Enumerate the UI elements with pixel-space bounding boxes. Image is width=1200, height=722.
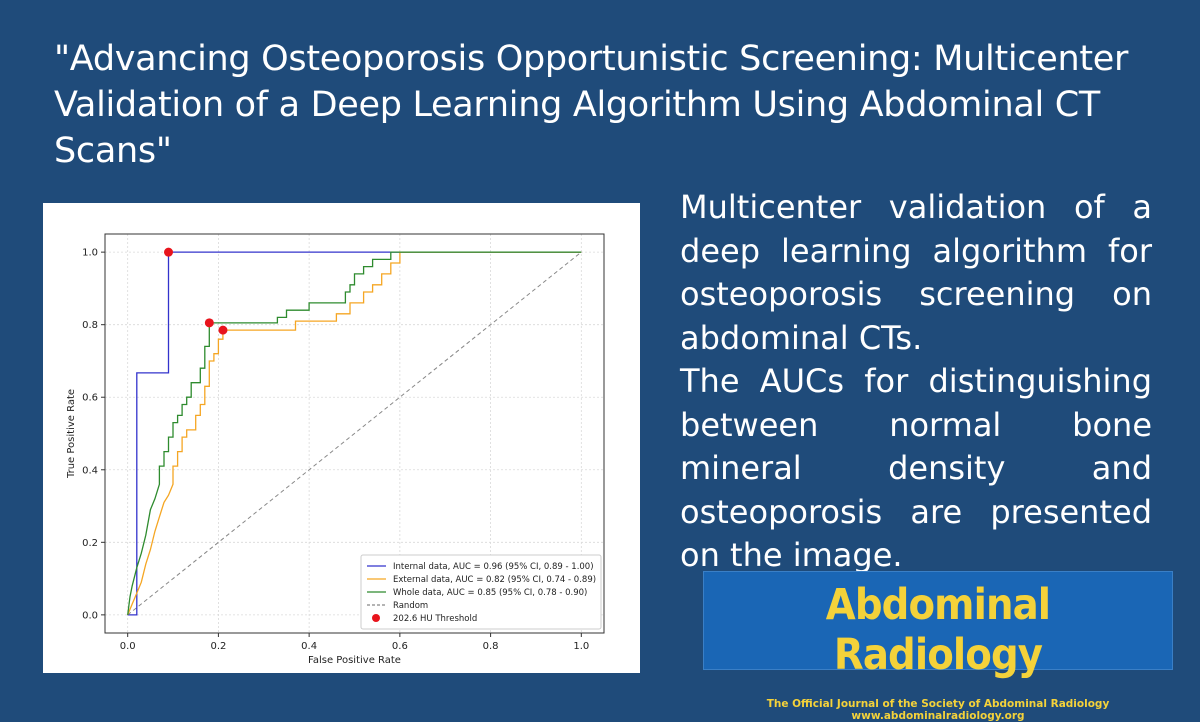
plot-frame bbox=[104, 233, 605, 634]
description-paragraph-2: The AUCs for distinguishing between norm… bbox=[680, 362, 1152, 574]
page-title: "Advancing Osteoporosis Opportunistic Sc… bbox=[54, 39, 1129, 171]
y-tick-label: 0.4 bbox=[82, 465, 98, 476]
legend-marker bbox=[372, 614, 380, 622]
legend-label: Internal data, AUC = 0.96 (95% CI, 0.89 … bbox=[393, 562, 594, 572]
x-tick-label: 0.2 bbox=[210, 641, 226, 652]
journal-name: Abdominal Radiology bbox=[825, 580, 1051, 680]
y-tick-label: 0.6 bbox=[82, 393, 98, 404]
x-tick-label: 1.0 bbox=[573, 641, 589, 652]
journal-logo-banner: Abdominal Radiology The Official Journal… bbox=[703, 571, 1173, 722]
x-axis-label: False Positive Rate bbox=[308, 655, 401, 666]
legend-label: External data, AUC = 0.82 (95% CI, 0.74 … bbox=[393, 575, 596, 585]
chart-legend: Internal data, AUC = 0.96 (95% CI, 0.89 … bbox=[360, 554, 602, 630]
y-tick-label: 0.8 bbox=[82, 320, 98, 331]
threshold-point bbox=[164, 247, 174, 257]
x-tick-label: 0.0 bbox=[120, 641, 136, 652]
threshold-point bbox=[204, 318, 214, 328]
x-tick-label: 0.6 bbox=[392, 641, 408, 652]
y-axis-label: True Positive Rate bbox=[66, 389, 77, 479]
series-line-random bbox=[127, 251, 582, 616]
y-tick-label: 0.0 bbox=[82, 610, 98, 621]
series-line-external bbox=[127, 251, 582, 616]
roc-chart-svg: 0.0 0.2 0.4 0.6 0.8 1.0 0.0 0.2 0.4 0.6 0.8 1.0 Fal… bbox=[66, 233, 605, 666]
series-line-whole bbox=[127, 251, 582, 615]
threshold-point bbox=[218, 325, 228, 335]
journal-tagline: The Official Journal of the Society of A… bbox=[766, 698, 1110, 722]
y-tick-label: 0.2 bbox=[82, 538, 98, 549]
x-tick-label: 0.8 bbox=[483, 641, 499, 652]
axis-ticks: 0.0 0.2 0.4 0.6 0.8 1.0 0.0 0.2 0.4 0.6 0.8 1.0 bbox=[82, 248, 589, 652]
y-tick-label: 1.0 bbox=[82, 248, 98, 259]
legend-label: Whole data, AUC = 0.85 (95% CI, 0.78 - 0… bbox=[393, 588, 587, 598]
legend-label: 202.6 HU Threshold bbox=[393, 614, 477, 624]
legend-box bbox=[360, 554, 602, 630]
description-paragraph-1: Multicenter validation of a deep learnin… bbox=[680, 188, 1152, 357]
legend-label: Random bbox=[393, 601, 428, 611]
roc-chart: 0.0 0.2 0.4 0.6 0.8 1.0 0.0 0.2 0.4 0.6 0.8 1.0 Fal… bbox=[43, 203, 640, 673]
threshold-markers bbox=[164, 247, 228, 335]
x-tick-label: 0.4 bbox=[301, 641, 317, 652]
description: Multicenter validation of a deep learnin… bbox=[680, 186, 1152, 578]
chart-series bbox=[127, 251, 582, 616]
